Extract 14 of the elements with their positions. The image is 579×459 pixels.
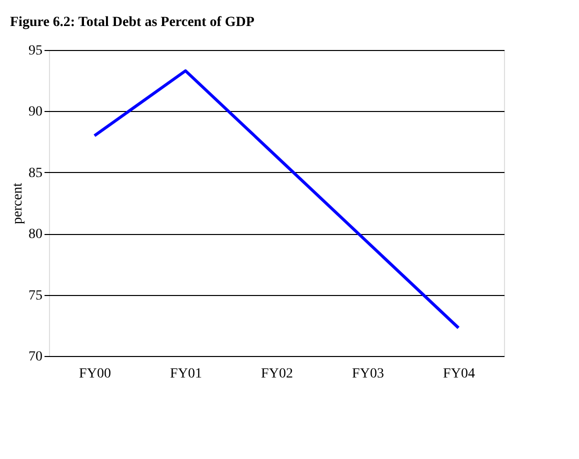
chart-title: Figure 6.2: Total Debt as Percent of GDP [10,15,255,30]
y-tick-label: 80 [28,227,42,242]
y-tick-label: 95 [28,44,42,58]
x-tick-label: FY03 [352,366,384,382]
y-tick-label: 90 [28,104,42,120]
y-tick-label: 70 [28,350,42,364]
line-series [93,69,460,330]
y-axis-title: percent [10,182,26,224]
y-tick-label: 75 [28,288,42,304]
y-tick-label: 85 [28,166,42,181]
x-tick-label: FY02 [261,366,293,382]
x-tick-label: FY00 [79,366,111,382]
x-tick-label: FY04 [443,366,475,382]
x-tick-label: FY01 [170,366,202,382]
